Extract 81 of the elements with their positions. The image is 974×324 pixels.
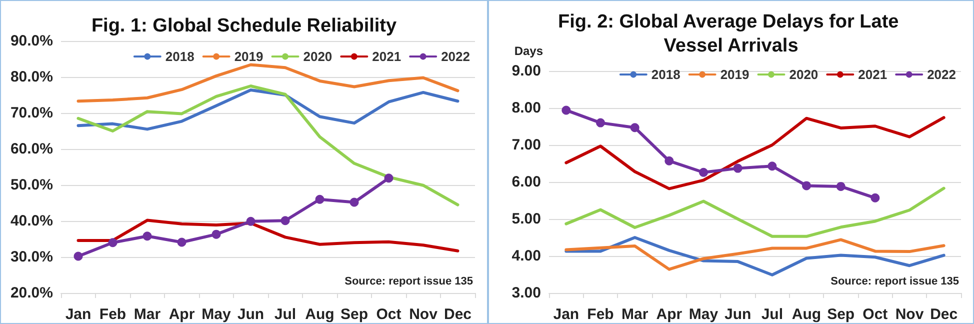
x-tick-label: Oct <box>862 306 888 323</box>
y-tick-label: 6.00 <box>512 174 541 190</box>
point <box>315 194 324 204</box>
legend-label: 2021 <box>372 49 402 64</box>
y-tick-label: 5.00 <box>512 210 541 228</box>
x-tick-label: Jan <box>553 306 580 323</box>
x-tick-label: Feb <box>587 306 614 323</box>
line-series <box>564 116 946 190</box>
legend-label: 2022 <box>927 67 956 82</box>
point <box>836 182 846 191</box>
x-tick-label: Jun <box>724 306 752 323</box>
x-tick-label: Oct <box>376 306 402 323</box>
y-tick-label: 60.0% <box>10 140 53 158</box>
x-tick-label: Apr <box>168 306 195 323</box>
point <box>733 164 742 173</box>
point <box>212 230 221 239</box>
legend-label: 2021 <box>858 67 888 82</box>
legend-label: 2019 <box>234 49 264 64</box>
point <box>384 174 394 183</box>
legend-label: 2020 <box>303 49 332 64</box>
y-tick-label: 4.00 <box>512 248 541 264</box>
y-tick-label: 90.0% <box>10 32 53 50</box>
point <box>246 216 256 226</box>
y-tick-label: 70.0% <box>10 104 53 122</box>
annotation: Source: report issue 135 <box>344 276 474 288</box>
point <box>562 106 571 115</box>
x-tick-label: Nov <box>895 306 924 323</box>
legend-label: 2020 <box>789 67 818 82</box>
x-tick-label: Apr <box>656 306 682 323</box>
x-tick-label: May <box>688 306 719 323</box>
annotation: Source: report issue 135 <box>830 276 960 288</box>
x-tick-label: Sep <box>340 306 368 323</box>
legend-label: 2018 <box>651 67 680 82</box>
line-series <box>76 84 460 206</box>
line-series <box>564 236 946 276</box>
point <box>350 198 359 207</box>
x-tick-label: Nov <box>409 306 438 323</box>
y-tick-label: 40.0% <box>10 212 53 230</box>
y-tick-label: 20.0% <box>10 284 53 302</box>
line-series <box>564 238 946 271</box>
line-series <box>564 186 946 238</box>
point <box>280 216 290 226</box>
x-tick-label: Jul <box>761 306 784 323</box>
x-tick-label: Jan <box>65 306 92 323</box>
line-series <box>76 63 460 103</box>
y-tick-label: 30.0% <box>10 248 53 266</box>
x-tick-label: Aug <box>305 306 334 323</box>
y-tick-label: 9.00 <box>512 62 541 80</box>
point <box>664 156 674 166</box>
point <box>870 193 880 202</box>
point <box>768 162 777 171</box>
point <box>699 168 708 177</box>
y-tick-label: 7.00 <box>512 136 541 154</box>
point <box>108 238 118 248</box>
x-tick-label: Mar <box>134 306 161 323</box>
x-tick-label: Dec <box>930 306 958 323</box>
chart-title: Fig. 1: Global Schedule Reliability <box>91 16 397 36</box>
x-tick-label: Dec <box>444 306 472 323</box>
x-tick-label: Jul <box>274 306 296 323</box>
point <box>142 232 152 241</box>
legend-label: 2022 <box>441 49 470 64</box>
y-tick-label: 8.00 <box>512 100 541 116</box>
x-tick-label: Aug <box>792 306 822 323</box>
point <box>177 238 186 247</box>
legend-label: 2018 <box>165 49 194 64</box>
x-tick-label: Mar <box>621 306 648 323</box>
y-tick-label: 80.0% <box>10 68 53 86</box>
point <box>630 123 640 132</box>
line-series <box>76 88 460 131</box>
x-tick-label: May <box>202 306 232 323</box>
x-tick-label: Jun <box>237 306 264 323</box>
point <box>74 252 83 261</box>
y-axis-title: Days <box>514 44 544 58</box>
y-tick-label: 3.00 <box>512 284 541 302</box>
x-tick-label: Sep <box>827 306 855 323</box>
y-tick-label: 50.0% <box>10 176 53 194</box>
legend-label: 2019 <box>720 67 750 82</box>
point <box>596 118 605 128</box>
x-tick-label: Feb <box>99 306 126 323</box>
chart-title: Fig. 2: Global Average Delays for Late Vessel Arrivals <box>558 12 904 56</box>
point <box>802 181 811 190</box>
